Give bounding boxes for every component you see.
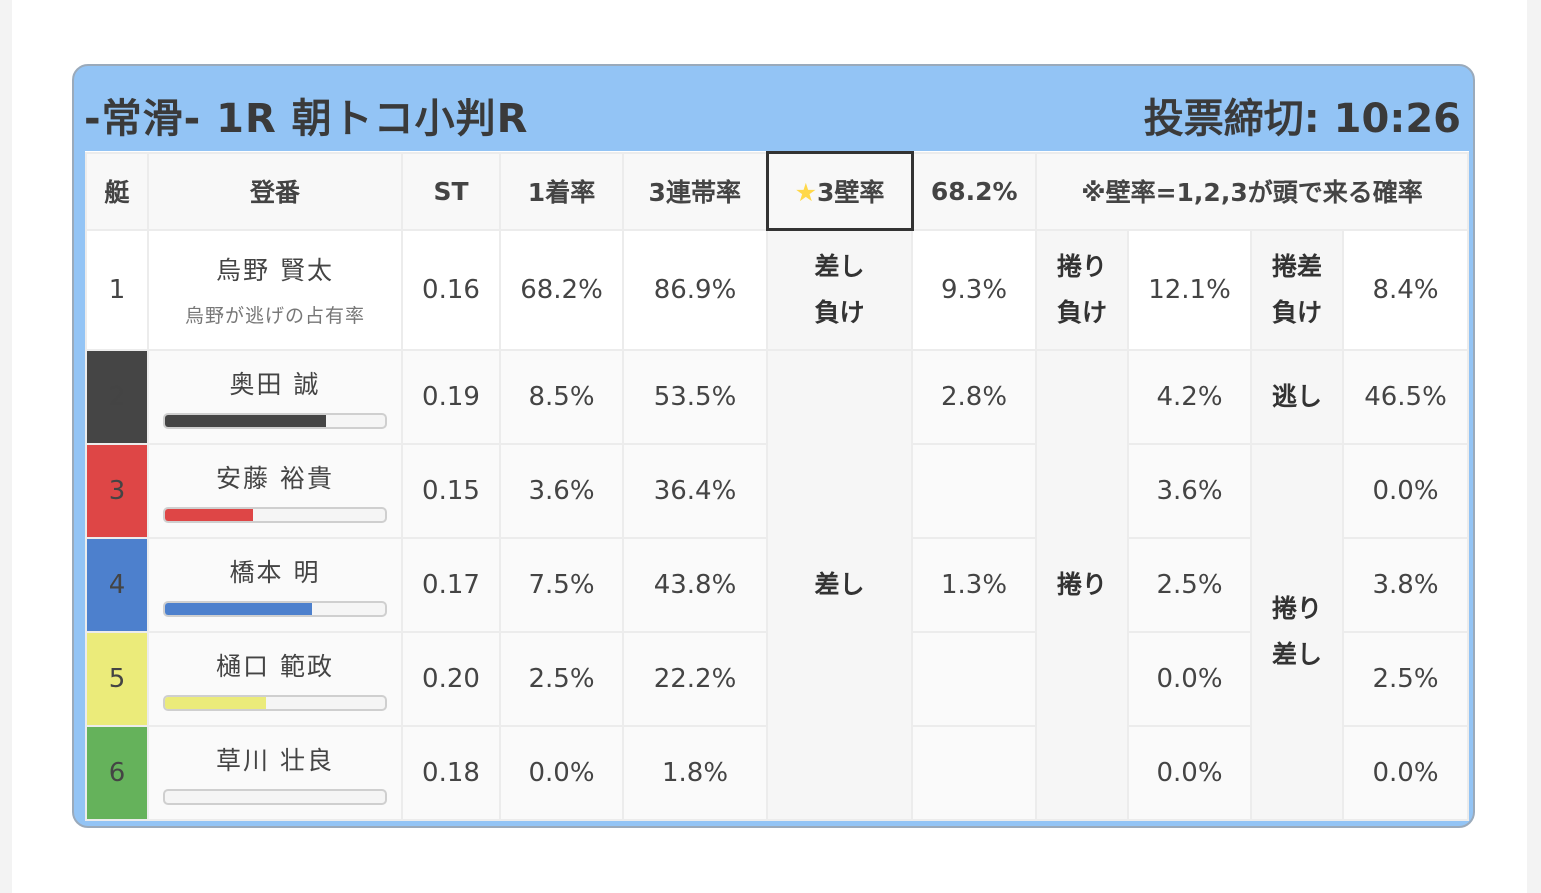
boat-number: 5 [85,630,149,727]
col-st: ST [401,151,501,231]
first-rate-value: 2.5% [499,630,624,727]
boat-number: 2 [85,348,149,445]
first-rate-value: 7.5% [499,536,624,633]
label-makurisashi-make: 捲差 負け [1250,228,1344,351]
label-sashi-make: 差し 負け [766,228,913,351]
makuri-value: 3.6% [1127,442,1252,539]
wall-rate-value: 68.2% [911,151,1037,231]
makuri-value: 0.0% [1127,630,1252,727]
label-sashi: 差し [766,348,913,821]
racer-cell[interactable]: 安藤 裕貴 [147,442,403,539]
racer-cell[interactable]: 草川 壮良 [147,724,403,821]
progress-bar [163,600,387,617]
wall-rate-label: 3壁率 [817,178,885,207]
label-makuri: 捲り [1035,348,1129,821]
makuri-value: 0.0% [1127,724,1252,821]
makuri-value: 4.2% [1127,348,1252,445]
col-reg: 登番 [147,151,403,231]
racer-name: 樋口 範政 [216,651,334,681]
top3-rate-value: 1.8% [622,724,768,821]
makuri-value: 2.5% [1127,536,1252,633]
right-margin [1527,0,1541,893]
racer-cell[interactable]: 烏野 賢太 烏野が逃げの占有率 [147,228,403,351]
st-value: 0.20 [401,630,501,727]
progress-bar [163,788,387,805]
boat-number: 3 [85,442,149,539]
makurisashi-value: 2.5% [1342,630,1469,727]
label-nige: 逃し [1250,348,1344,445]
makurisashi-value: 3.8% [1342,536,1469,633]
racer-cell[interactable]: 樋口 範政 [147,630,403,727]
st-value: 0.19 [401,348,501,445]
table-row: 1 烏野 賢太 烏野が逃げの占有率 0.16 68.2% 86.9% 差し 負け … [85,228,1469,351]
first-rate-value: 3.6% [499,442,624,539]
table-row: 5 樋口 範政 0.20 2.5% 22.2% 0.0% 2.5% [85,630,1469,727]
st-value: 0.16 [401,228,501,351]
makurisashi-value: 0.0% [1342,724,1469,821]
racer-name: 奥田 誠 [229,369,321,399]
col-top3-rate: 3連帯率 [622,151,768,231]
sashi-value: 2.8% [911,348,1037,445]
boat-number: 4 [85,536,149,633]
col-first-rate: 1着率 [499,151,624,231]
label-makuri-make: 捲り 負け [1035,228,1129,351]
col-boat: 艇 [85,151,149,231]
table-row: 4 橋本 明 0.17 7.5% 43.8% 1.3% 2.5% 3.8% [85,536,1469,633]
racer-cell[interactable]: 橋本 明 [147,536,403,633]
wall-rate-note: ※壁率=1,2,3が頭で来る確率 [1035,151,1469,231]
racer-name: 安藤 裕貴 [216,463,334,493]
first-rate-value: 8.5% [499,348,624,445]
boat-number: 6 [85,724,149,821]
st-value: 0.17 [401,536,501,633]
sashi-value [911,724,1037,821]
racer-cell[interactable]: 奥田 誠 [147,348,403,445]
makurisashi-make-value: 8.4% [1342,228,1469,351]
nige-value: 46.5% [1342,348,1469,445]
first-rate-value: 0.0% [499,724,624,821]
racer-name: 烏野 賢太 [216,256,334,285]
sashi-value [911,442,1037,539]
table-header: 艇 登番 ST 1着率 3連帯率 ★3壁率 68.2% ※壁率=1,2,3が頭で… [85,151,1469,231]
top3-rate-value: 22.2% [622,630,768,727]
wall-rate-header[interactable]: ★3壁率 [765,151,914,231]
race-panel: -常滑- 1R 朝トコ小判R 投票締切: 10:26 艇 登番 ST 1着率 3… [72,64,1475,828]
first-rate-value: 68.2% [499,228,624,351]
st-value: 0.15 [401,442,501,539]
racer-name: 草川 壮良 [216,745,334,775]
sashi-value [911,630,1037,727]
sashi-make-value: 9.3% [911,228,1037,351]
progress-bar [163,506,387,523]
racer-note: 烏野が逃げの占有率 [184,305,365,327]
boat-number: 1 [85,228,149,351]
left-margin [0,0,12,893]
progress-bar-fill [165,508,253,521]
top3-rate-value: 86.9% [622,228,768,351]
vote-deadline: 投票締切: 10:26 [1143,96,1461,142]
progress-bar [163,412,387,429]
progress-bar-fill [165,602,313,615]
sashi-value: 1.3% [911,536,1037,633]
st-value: 0.18 [401,724,501,821]
table-row: 3 安藤 裕貴 0.15 3.6% 36.4% 3.6% 捲り 差し 0.0% [85,442,1469,821]
top3-rate-value: 36.4% [622,442,768,539]
star-icon: ★ [794,178,817,207]
top3-rate-value: 53.5% [622,348,768,445]
table-row: 6 草川 壮良 0.18 0.0% 1.8% 0.0% 0.0% [85,724,1469,821]
makurisashi-value: 0.0% [1342,442,1469,539]
progress-bar-fill [165,696,267,709]
race-table: 艇 登番 ST 1着率 3連帯率 ★3壁率 68.2% ※壁率=1,2,3が頭で… [85,151,1469,821]
progress-bar [163,694,387,711]
table-row: 2 奥田 誠 0.19 8.5% 53.5% 差し 2.8% 捲り 4.2% 逃… [85,348,1469,821]
label-makurisashi: 捲り 差し [1250,442,1344,821]
race-title: -常滑- 1R 朝トコ小判R [84,96,529,142]
top3-rate-value: 43.8% [622,536,768,633]
makuri-make-value: 12.1% [1127,228,1252,351]
progress-bar-fill [165,414,326,427]
racer-name: 橋本 明 [229,557,321,587]
